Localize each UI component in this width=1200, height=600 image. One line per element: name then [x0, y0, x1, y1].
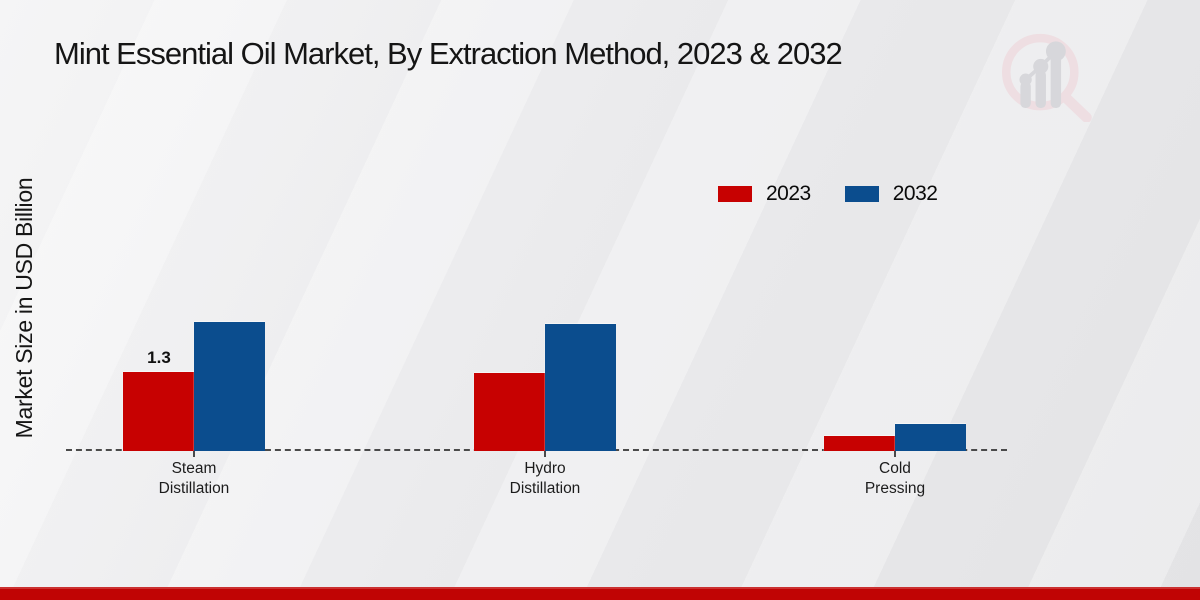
category-label-steam-distillation: Steam Distillation — [158, 460, 230, 497]
category-label-cold-pressing: Cold Pressing — [864, 460, 926, 497]
category-label-hydro-distillation: Hydro Distillation — [509, 460, 581, 497]
bar-2023-cold-pressing — [824, 436, 895, 451]
x-axis-tick-steam-distillation — [193, 451, 195, 457]
chart-title: Mint Essential Oil Market, By Extraction… — [54, 36, 843, 71]
legend-item-2023: 2023 — [718, 182, 811, 206]
legend-swatch-2023 — [718, 186, 752, 202]
value-label-2023-steam-distillation: 1.3 — [147, 348, 171, 367]
legend-label-2023: 2023 — [766, 182, 811, 205]
y-axis-label: Market Size in USD Billion — [11, 177, 37, 439]
bar-2032-cold-pressing — [895, 424, 966, 451]
legend-swatch-2032 — [844, 186, 879, 202]
bar-2032-hydro-distillation — [545, 324, 616, 451]
x-axis-tick-cold-pressing — [894, 451, 896, 457]
bar-2032-steam-distillation — [194, 322, 265, 451]
mrfr-logo-watermark — [1001, 33, 1092, 122]
footer-accent-band — [0, 587, 1200, 600]
bar-2023-hydro-distillation — [474, 373, 545, 451]
bar-2023-steam-distillation — [123, 372, 194, 451]
bar-chart-icon — [1019, 41, 1066, 109]
x-axis-tick-hydro-distillation — [544, 451, 546, 457]
legend-item-2032: 2032 — [844, 182, 938, 206]
legend: 2023 2032 — [718, 182, 938, 206]
legend-label-2032: 2032 — [892, 182, 938, 205]
